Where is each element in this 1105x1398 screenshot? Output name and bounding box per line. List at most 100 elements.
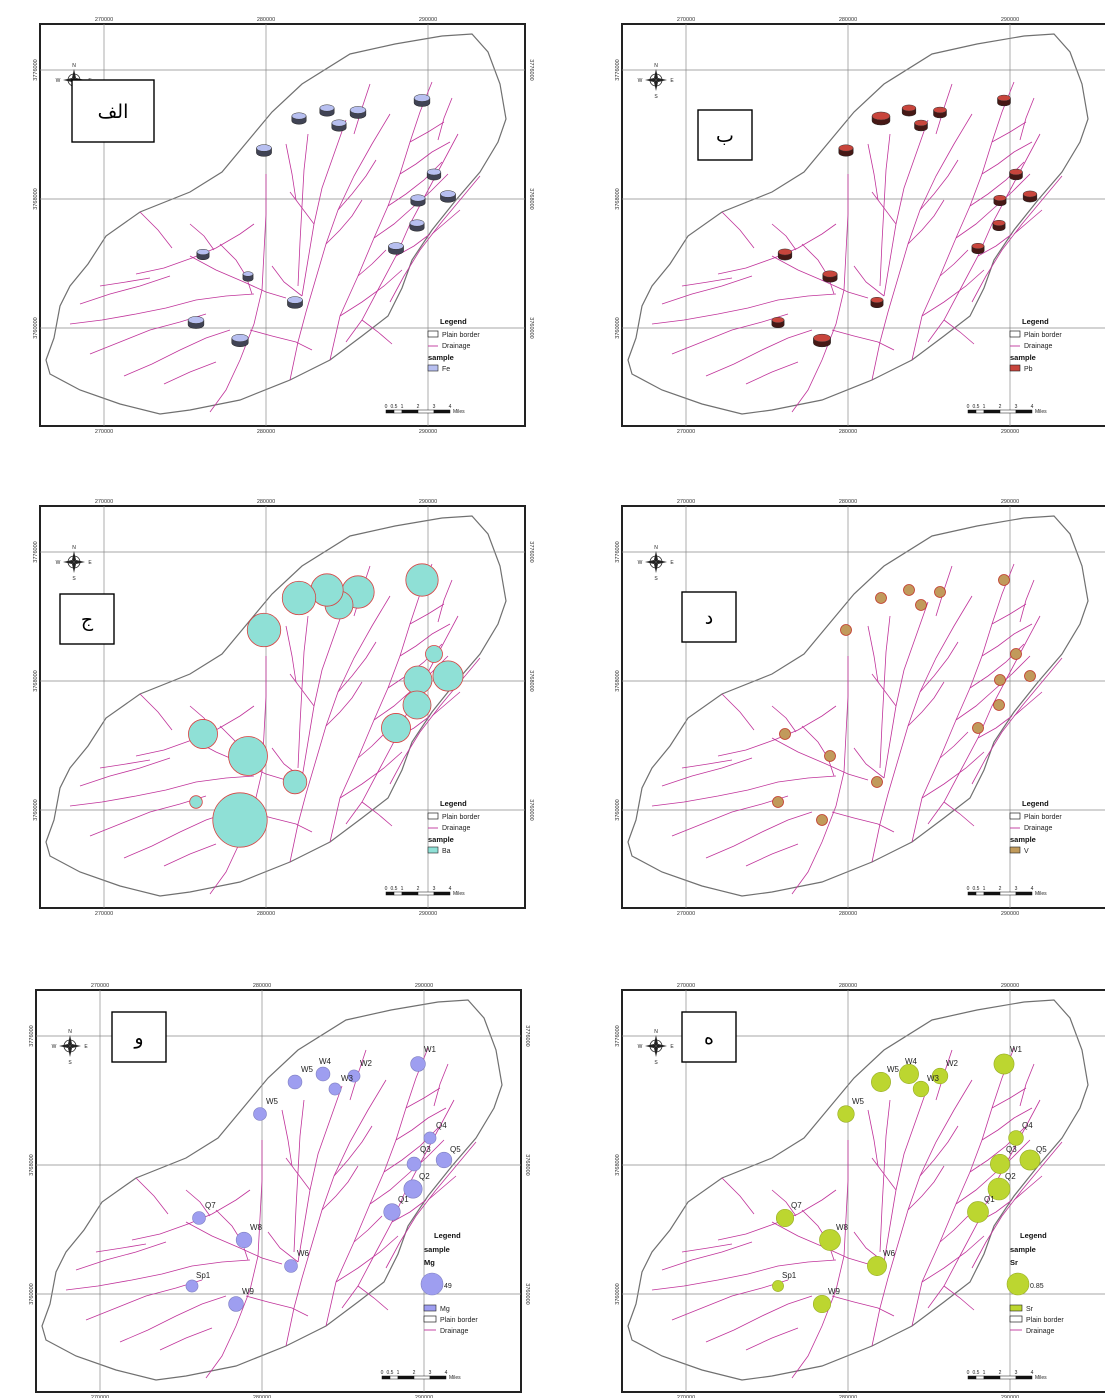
sample-circle	[812, 1294, 832, 1314]
sample-cylinder	[870, 296, 884, 309]
svg-text:0.5: 0.5	[387, 1370, 394, 1376]
drainage-line	[943, 319, 975, 345]
drainage-line	[981, 1107, 1033, 1141]
drainage-line	[1019, 1063, 1035, 1107]
drainage-line	[339, 751, 403, 799]
drainage-line	[361, 319, 393, 345]
drainage-line	[209, 174, 267, 413]
sample-site-label: W8	[836, 1223, 849, 1232]
drainage-line	[333, 1125, 373, 1177]
drainage-line	[321, 1165, 359, 1211]
sample-cylinder	[331, 119, 347, 132]
drainage-line	[369, 1139, 445, 1205]
drainage-line	[745, 1327, 799, 1351]
sample-circle	[840, 624, 852, 636]
drainage-line	[705, 329, 813, 377]
drainage-line	[95, 1243, 147, 1253]
sample-site-label: Sp1	[782, 1271, 797, 1280]
svg-text:Miles: Miles	[1035, 891, 1047, 897]
sample-circle	[347, 1069, 361, 1083]
drainage-line	[89, 795, 207, 837]
y-tick-label-left: 3760000	[29, 1283, 35, 1304]
drainage-line	[919, 641, 959, 693]
drainage-line	[123, 329, 231, 377]
panel-label-text: ب	[716, 125, 734, 147]
svg-text:0.5: 0.5	[391, 404, 398, 410]
sample-circle	[987, 1177, 1011, 1201]
svg-text:Miles: Miles	[453, 409, 465, 415]
svg-text:Plain border: Plain border	[440, 1317, 478, 1324]
sample-circle	[772, 1280, 784, 1292]
drainage-line	[879, 133, 891, 287]
drainage-line	[271, 265, 303, 297]
svg-text:sample: sample	[424, 1245, 450, 1254]
drainage-line	[389, 175, 481, 303]
drainage-line	[297, 133, 309, 287]
drainage-line	[831, 811, 895, 833]
map-svg: 2700002700002800002800002900002900003776…	[33, 499, 534, 917]
svg-text:E: E	[84, 1044, 88, 1050]
sample-circle	[228, 1296, 244, 1312]
x-tick-label-top: 290000	[415, 983, 433, 989]
drainage-line	[219, 243, 253, 295]
drainage-line	[139, 211, 173, 249]
svg-text:1: 1	[983, 1370, 986, 1376]
sample-site-label: Q4	[1022, 1121, 1033, 1130]
svg-text:2: 2	[999, 404, 1002, 410]
svg-text:Legend: Legend	[434, 1231, 461, 1240]
drainage-line	[301, 601, 347, 779]
svg-text:4: 4	[1031, 886, 1034, 892]
sample-circle	[1019, 1149, 1041, 1171]
north-arrow-icon: N S W E	[638, 545, 675, 582]
svg-text:W: W	[56, 78, 61, 84]
svg-text:Drainage: Drainage	[440, 1328, 469, 1335]
sample-cylinder	[231, 334, 249, 347]
sample-cylinder	[993, 194, 1007, 207]
svg-text:sample: sample	[1010, 353, 1036, 362]
drainage-line	[69, 293, 255, 325]
x-tick-label-top: 280000	[839, 983, 857, 989]
plain-border	[627, 33, 1089, 415]
plain-border	[627, 515, 1089, 897]
legend: Legend Plain border Drainage sample Ba	[427, 799, 480, 855]
sample-circle	[253, 1107, 267, 1121]
svg-text:Sr: Sr	[1010, 1258, 1018, 1267]
svg-text:S: S	[654, 576, 658, 582]
drainage-line	[651, 1259, 837, 1291]
plain-border	[45, 33, 507, 415]
drainage-line	[939, 731, 969, 759]
sample-circle	[282, 769, 308, 795]
sample-site-label: Q3	[1006, 1145, 1017, 1154]
map-svg: 2700002700002800002800002900002900003776…	[615, 17, 1105, 435]
drainage-line	[185, 1189, 211, 1217]
sample-circle	[903, 584, 915, 596]
drainage-line	[357, 1285, 389, 1311]
svg-text:W: W	[638, 560, 643, 566]
sample-site-label: Q5	[1036, 1145, 1047, 1154]
sample-cylinder	[771, 316, 785, 329]
sample-circle	[1008, 1130, 1024, 1146]
drainage-line	[361, 801, 393, 827]
panel-label-text: ج	[81, 609, 94, 631]
sample-circle	[779, 728, 791, 740]
svg-text:Drainage: Drainage	[442, 343, 471, 350]
svg-text:Drainage: Drainage	[1024, 343, 1053, 350]
drainage-line	[991, 1087, 1027, 1109]
drainage-line	[189, 223, 215, 251]
sample-site-label: W8	[250, 1223, 263, 1232]
drainage-line	[297, 1085, 343, 1263]
sample-circle	[284, 1259, 298, 1273]
sample-circle	[824, 750, 836, 762]
map-panel-b: 270000 270000 280000 280000 290000 290000 3776…	[612, 14, 1105, 435]
map-svg: 2700002700002800002800002900002900003776…	[29, 983, 530, 1398]
svg-text:Miles: Miles	[1035, 1375, 1047, 1381]
sample-site-label: W6	[883, 1249, 896, 1258]
drainage-line	[853, 747, 885, 779]
svg-text:4: 4	[449, 404, 452, 410]
sample-site-label: W2	[946, 1059, 959, 1068]
drainage-line	[831, 1295, 895, 1317]
svg-text:Drainage: Drainage	[1026, 1328, 1055, 1335]
drainage-line	[771, 737, 869, 781]
